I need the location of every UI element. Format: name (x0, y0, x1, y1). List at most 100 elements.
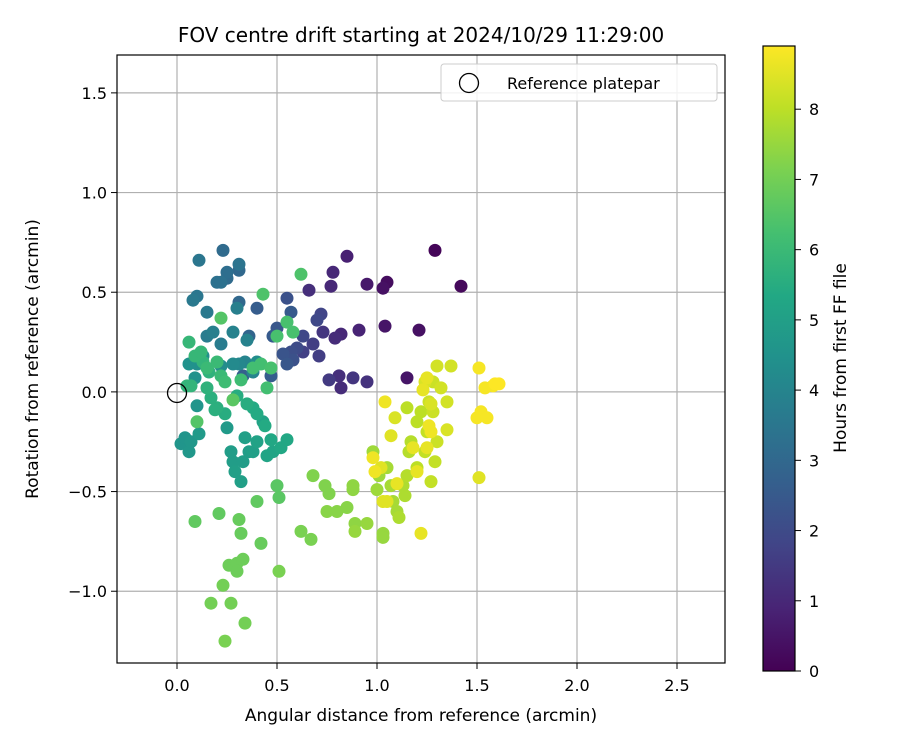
data-point (232, 257, 246, 271)
data-point (304, 532, 318, 546)
data-point (200, 305, 214, 319)
data-point (190, 399, 204, 413)
chart-title: FOV centre drift starting at 2024/10/29 … (178, 23, 664, 47)
data-point (250, 301, 264, 315)
colorbar-tick-label: 7 (809, 170, 819, 189)
data-point (234, 373, 248, 387)
data-point (192, 253, 206, 267)
data-point (286, 325, 300, 339)
data-point (228, 465, 242, 479)
colorbar-ticks: 0 1 2 3 4 5 6 7 8 (795, 100, 819, 681)
data-point (260, 381, 274, 395)
data-point (280, 433, 294, 447)
y-tick-label: −0.5 (68, 483, 107, 502)
data-point (428, 243, 442, 257)
data-point (332, 369, 346, 383)
data-point (440, 395, 454, 409)
y-tick-label: −1.0 (68, 582, 107, 601)
data-point (216, 578, 230, 592)
x-axis-ticks: 0.0 0.5 1.0 1.5 2.0 2.5 (164, 663, 690, 695)
data-point (316, 325, 330, 339)
data-point (234, 475, 248, 489)
data-point (414, 405, 428, 419)
data-point (472, 361, 486, 375)
data-point (192, 427, 206, 441)
data-point (420, 371, 434, 385)
data-point (326, 265, 340, 279)
data-point (194, 345, 208, 359)
data-point (204, 391, 218, 405)
data-point (328, 331, 342, 345)
y-tick-label: 1.0 (82, 184, 107, 203)
data-point (388, 411, 402, 425)
data-point (206, 325, 220, 339)
data-point (234, 526, 248, 540)
data-point (254, 536, 268, 550)
data-point (430, 359, 444, 373)
data-point (212, 507, 226, 520)
colorbar-tick-label: 4 (809, 381, 819, 400)
data-point (276, 347, 290, 361)
data-point (254, 357, 268, 371)
data-point (400, 401, 414, 415)
legend: Reference platepar (440, 63, 718, 102)
data-point (492, 377, 506, 391)
data-point (348, 524, 362, 538)
data-point (218, 375, 232, 389)
data-point (334, 381, 348, 395)
data-point (258, 419, 272, 433)
data-point (412, 323, 426, 337)
data-point (380, 495, 394, 508)
data-point (454, 279, 468, 293)
data-point (296, 329, 310, 343)
data-point (226, 455, 240, 469)
data-point (420, 441, 434, 455)
legend-reference-icon (458, 72, 480, 94)
x-tick-label: 2.5 (664, 676, 689, 695)
data-point (378, 319, 392, 333)
data-point (238, 431, 252, 445)
data-point (214, 311, 228, 325)
data-point (250, 435, 264, 449)
data-points (174, 243, 506, 648)
data-point (182, 445, 196, 459)
y-tick-label: 0.0 (82, 383, 107, 402)
data-point (264, 361, 278, 375)
data-point (220, 265, 234, 279)
data-point (272, 491, 286, 504)
data-point (270, 329, 284, 343)
data-point (230, 301, 244, 315)
data-point (240, 397, 254, 411)
data-point (250, 495, 264, 508)
data-point (226, 325, 240, 339)
data-point (360, 517, 374, 530)
data-point (224, 596, 238, 610)
data-point (224, 445, 238, 459)
data-point (208, 403, 222, 417)
data-point (280, 291, 294, 305)
data-point (240, 333, 254, 347)
data-point (434, 381, 448, 395)
data-point (188, 515, 202, 528)
data-point (232, 513, 246, 526)
data-point (204, 596, 218, 610)
data-point (180, 379, 194, 393)
data-point (340, 249, 354, 263)
data-point (270, 479, 284, 493)
x-tick-label: 0.5 (264, 676, 289, 695)
data-point (440, 423, 454, 437)
colorbar-tick-label: 5 (809, 311, 819, 330)
data-point (414, 526, 428, 540)
data-point (392, 511, 406, 524)
plot-frame (116, 54, 726, 664)
data-point (306, 337, 320, 351)
data-point (322, 373, 336, 387)
data-point (294, 267, 308, 281)
data-point (324, 279, 338, 293)
y-axis-ticks: −1.0 −0.5 0.0 0.5 1.0 1.5 (68, 84, 117, 601)
data-point (214, 275, 228, 289)
x-tick-label: 2.0 (564, 676, 589, 695)
data-point (444, 359, 458, 373)
data-point (352, 323, 366, 337)
